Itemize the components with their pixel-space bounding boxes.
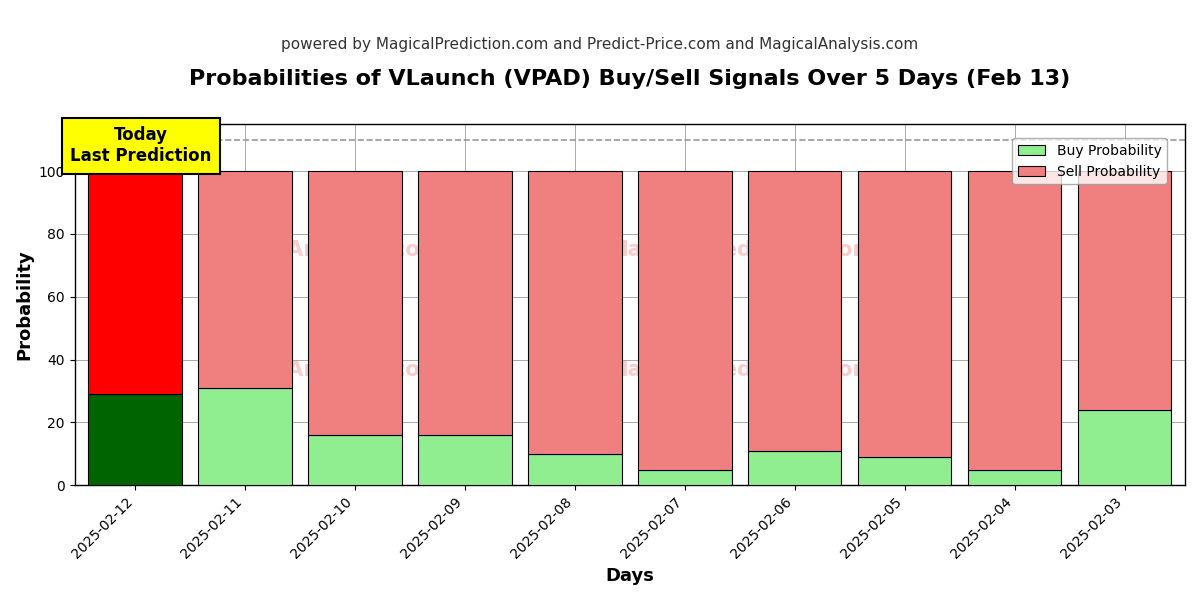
Bar [89, 171, 182, 394]
Bar [419, 435, 511, 485]
Bar [89, 394, 182, 485]
Bar [528, 171, 622, 454]
X-axis label: Days: Days [605, 567, 654, 585]
Bar [968, 470, 1061, 485]
Title: Probabilities of VLaunch (VPAD) Buy/Sell Signals Over 5 Days (Feb 13): Probabilities of VLaunch (VPAD) Buy/Sell… [190, 69, 1070, 89]
Y-axis label: Probability: Probability [16, 249, 34, 360]
Bar [968, 171, 1061, 470]
Text: MagicalAnalysis.com: MagicalAnalysis.com [197, 359, 442, 380]
Text: Today
Last Prediction: Today Last Prediction [70, 127, 211, 165]
Bar [198, 388, 292, 485]
Text: MagicalPrediction.com: MagicalPrediction.com [607, 241, 875, 260]
Text: powered by MagicalPrediction.com and Predict-Price.com and MagicalAnalysis.com: powered by MagicalPrediction.com and Pre… [281, 37, 919, 52]
Bar [638, 171, 732, 470]
Bar [748, 171, 841, 451]
Bar [638, 470, 732, 485]
Text: MagicalPrediction.com: MagicalPrediction.com [607, 359, 875, 380]
Bar [308, 435, 402, 485]
Legend: Buy Probability, Sell Probability: Buy Probability, Sell Probability [1012, 138, 1166, 184]
Bar [858, 171, 952, 457]
Bar [419, 171, 511, 435]
Text: MagicalAnalysis.com: MagicalAnalysis.com [197, 241, 442, 260]
Bar [858, 457, 952, 485]
Bar [198, 171, 292, 388]
Bar [1078, 171, 1171, 410]
Bar [528, 454, 622, 485]
Bar [308, 171, 402, 435]
Bar [748, 451, 841, 485]
Bar [1078, 410, 1171, 485]
